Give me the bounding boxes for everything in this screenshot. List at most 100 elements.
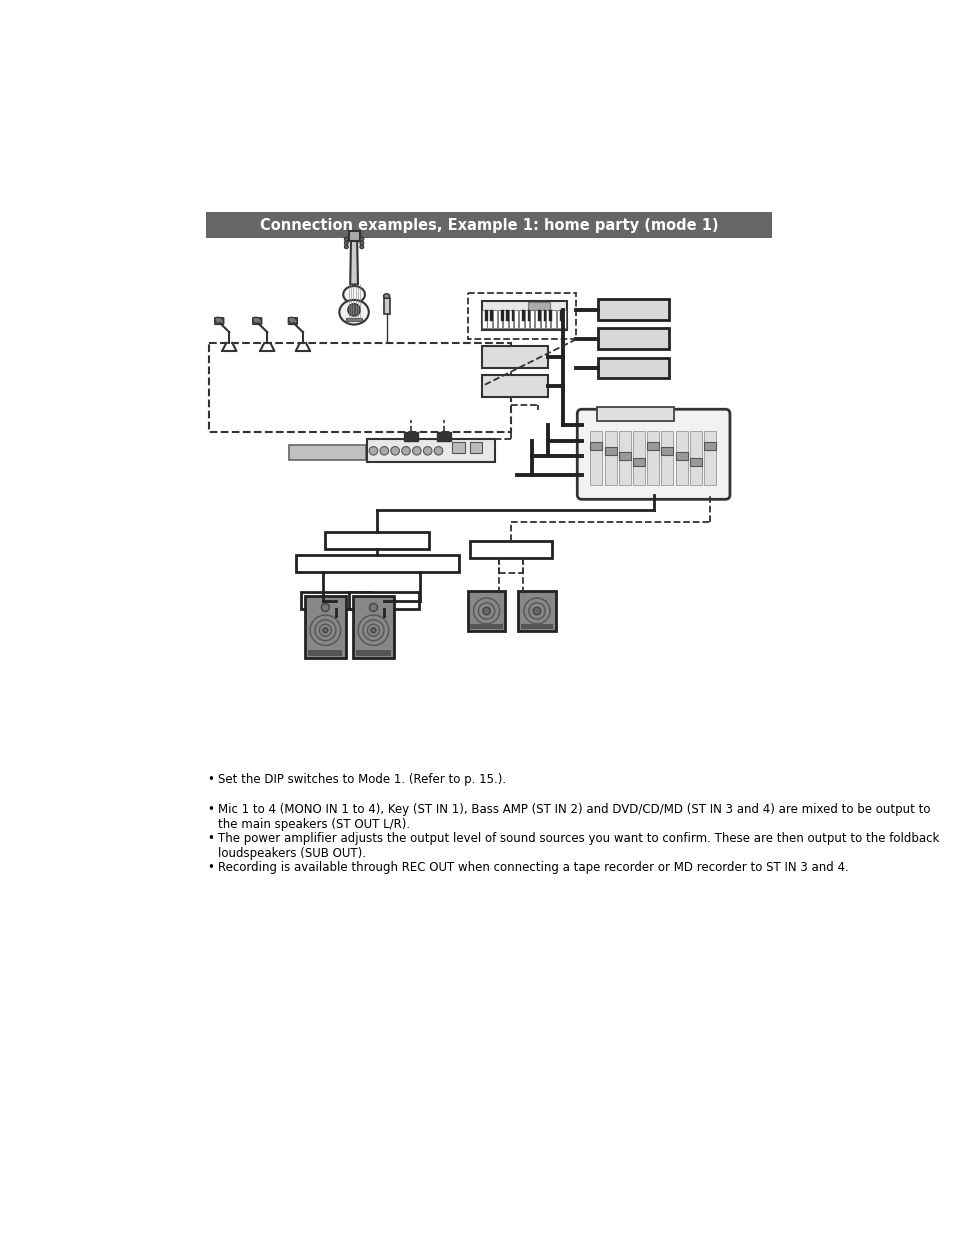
Text: Connection examples, Example 1: home party (mode 1): Connection examples, Example 1: home par… — [259, 219, 718, 233]
Circle shape — [344, 237, 348, 241]
Circle shape — [344, 245, 348, 248]
Bar — [598, 358, 669, 378]
Bar — [633, 458, 644, 466]
Bar — [506, 310, 509, 321]
Circle shape — [391, 447, 399, 454]
Circle shape — [348, 304, 360, 316]
Bar — [468, 592, 505, 631]
Bar — [561, 310, 566, 329]
Bar — [289, 445, 366, 461]
Text: Set the DIP switches to Mode 1. (Refer to p. 15.).: Set the DIP switches to Mode 1. (Refer t… — [217, 773, 505, 787]
Circle shape — [369, 604, 377, 611]
FancyBboxPatch shape — [288, 317, 297, 325]
Circle shape — [533, 608, 540, 615]
Bar — [604, 431, 616, 484]
Bar — [537, 310, 540, 321]
Bar — [468, 293, 576, 340]
Bar — [470, 541, 551, 558]
Bar — [487, 310, 492, 329]
Bar — [206, 212, 771, 237]
Bar — [529, 310, 534, 329]
Bar — [528, 303, 550, 310]
FancyBboxPatch shape — [577, 409, 729, 499]
Bar — [524, 310, 529, 329]
Bar — [675, 431, 687, 484]
Bar — [596, 406, 674, 421]
Bar — [527, 310, 530, 321]
Circle shape — [434, 447, 442, 454]
Bar — [703, 431, 716, 484]
Circle shape — [379, 447, 388, 454]
Bar — [348, 299, 360, 308]
Bar — [559, 310, 562, 321]
Bar — [348, 231, 359, 241]
Bar — [356, 651, 390, 656]
Bar — [633, 431, 644, 484]
Bar — [556, 310, 560, 329]
Circle shape — [412, 447, 420, 454]
Bar — [660, 431, 673, 484]
Ellipse shape — [343, 287, 365, 303]
Bar — [497, 310, 502, 329]
Ellipse shape — [253, 317, 261, 325]
Bar — [353, 597, 394, 658]
Bar — [598, 329, 669, 350]
Bar — [590, 442, 601, 450]
Bar — [469, 442, 481, 453]
Text: •: • — [208, 832, 214, 845]
Bar — [540, 310, 544, 329]
Bar — [481, 310, 486, 329]
Bar — [503, 310, 507, 329]
Bar — [590, 431, 601, 484]
Bar — [301, 593, 371, 609]
Bar — [470, 624, 502, 629]
Bar — [295, 555, 458, 572]
Ellipse shape — [288, 317, 296, 325]
Bar — [660, 447, 673, 454]
Bar — [689, 458, 701, 466]
Circle shape — [371, 627, 375, 632]
Bar — [305, 597, 345, 658]
FancyBboxPatch shape — [214, 317, 224, 325]
Bar — [492, 310, 497, 329]
Bar — [522, 310, 524, 321]
Polygon shape — [350, 241, 357, 284]
Circle shape — [359, 241, 363, 245]
Bar — [618, 431, 630, 484]
Text: •: • — [208, 861, 214, 874]
Bar — [452, 442, 464, 453]
Bar — [508, 310, 513, 329]
Ellipse shape — [383, 294, 390, 299]
Bar — [618, 452, 630, 461]
Bar — [490, 310, 493, 321]
Bar — [308, 651, 342, 656]
Bar — [514, 310, 517, 329]
Bar — [646, 431, 659, 484]
Bar — [367, 440, 495, 462]
Bar — [598, 299, 669, 320]
Bar — [500, 310, 503, 321]
Text: Mic 1 to 4 (MONO IN 1 to 4), Key (ST IN 1), Bass AMP (ST IN 2) and DVD/CD/MD (ST: Mic 1 to 4 (MONO IN 1 to 4), Key (ST IN … — [217, 803, 929, 831]
Circle shape — [344, 241, 348, 245]
Circle shape — [323, 627, 328, 632]
Bar — [551, 310, 556, 329]
Bar — [517, 592, 555, 631]
Bar — [481, 346, 547, 368]
Text: •: • — [208, 773, 214, 787]
Bar — [545, 310, 550, 329]
Bar — [485, 310, 487, 321]
Bar — [549, 310, 551, 321]
Bar — [481, 300, 567, 330]
Circle shape — [359, 245, 363, 248]
Circle shape — [423, 447, 432, 454]
Circle shape — [401, 447, 410, 454]
Circle shape — [482, 608, 490, 615]
Bar — [349, 593, 418, 609]
Bar — [543, 310, 546, 321]
Ellipse shape — [214, 317, 223, 325]
Bar — [520, 624, 553, 629]
Text: The power amplifier adjusts the output level of sound sources you want to confir: The power amplifier adjusts the output l… — [217, 832, 938, 860]
Text: Recording is available through REC OUT when connecting a tape recorder or MD rec: Recording is available through REC OUT w… — [217, 861, 847, 874]
Bar — [689, 431, 701, 484]
Bar — [404, 431, 418, 441]
